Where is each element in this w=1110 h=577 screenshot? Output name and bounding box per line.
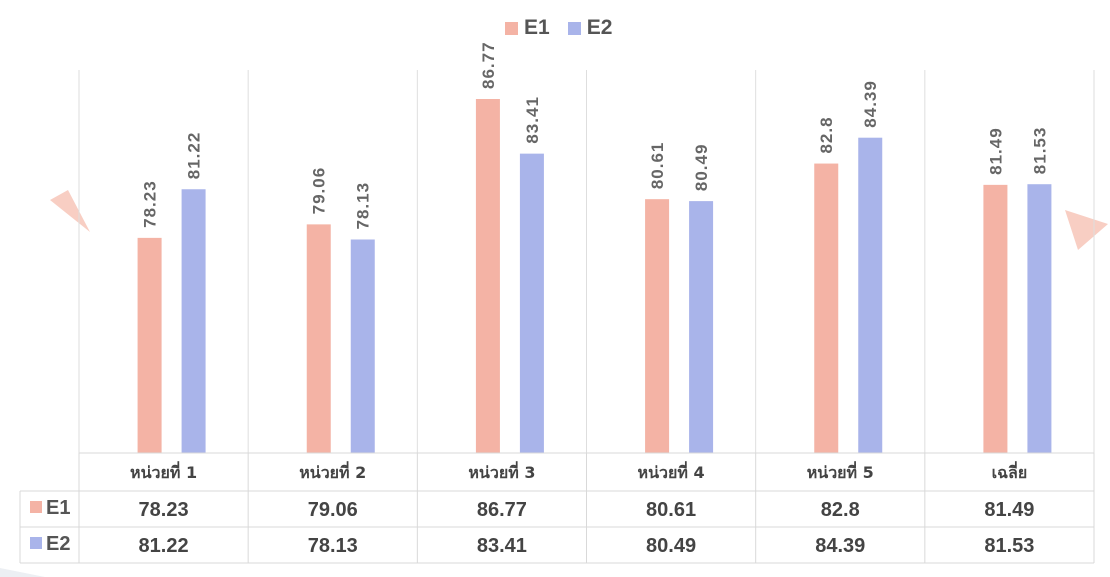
bar-e2 (858, 137, 883, 454)
bar-e1 (814, 163, 839, 453)
bar-e2 (689, 201, 714, 453)
bar-e1 (983, 184, 1008, 453)
data-label-e2: 84.39 (861, 80, 880, 128)
table-series-label-e2: E2 (46, 533, 70, 555)
data-label-e2: 80.49 (692, 144, 711, 192)
data-label-e2: 81.53 (1030, 127, 1049, 175)
data-label-e2: 83.41 (523, 96, 542, 144)
table-cell-e2: 81.53 (984, 535, 1034, 557)
bar-e2 (350, 239, 375, 453)
x-tick-label: เฉลี่ย (992, 461, 1028, 482)
table-cell-e2: 83.41 (477, 535, 527, 557)
legend-item-e2: E2 (567, 16, 613, 40)
bar-e1 (645, 199, 670, 453)
legend-label-e1: E1 (524, 16, 550, 39)
category-dividers (78, 70, 1095, 454)
data-label-e2: 81.22 (185, 132, 204, 180)
decor-triangle-bottom (0, 568, 45, 577)
x-tick-label: หน่วยที่ 1 (130, 461, 197, 482)
x-tick-label: หน่วยที่ 5 (807, 461, 874, 482)
bar-e2 (1027, 184, 1052, 453)
table-key-swatch-e2 (30, 537, 42, 549)
table-cell-e1: 78.23 (139, 499, 189, 521)
table-cell-e2: 84.39 (815, 535, 865, 557)
table-cell-e2: 78.13 (308, 535, 358, 557)
bar-e1 (475, 99, 500, 454)
data-table: หน่วยที่ 1 หน่วยที่ 2 หน่วยที่ 3 หน่วยที่ 4… (19, 452, 1095, 564)
table-series-label-e1: E1 (46, 497, 70, 519)
legend-swatch-e2 (567, 21, 581, 35)
x-tick-label: หน่วยที่ 3 (468, 461, 535, 482)
table-cell-e1: 79.06 (308, 499, 358, 521)
bars (137, 99, 1052, 454)
table-cell-e2: 80.49 (646, 535, 696, 557)
table-cell-e1: 86.77 (477, 499, 527, 521)
bar-e2 (519, 153, 544, 453)
legend-swatch-e1 (505, 21, 518, 35)
data-label-e1: 81.49 (986, 127, 1005, 175)
data-labels: 78.23 79.06 86.77 80.61 82.8 81.49 81.22 78.13 8… (141, 41, 1050, 229)
table-key-swatch-e1 (30, 501, 42, 513)
data-label-e1: 80.61 (648, 142, 667, 190)
x-tick-label: หน่วยที่ 2 (299, 461, 366, 482)
bar-e1 (137, 237, 162, 453)
legend-item-e1: E1 (505, 16, 550, 40)
decor-triangle-left (50, 190, 90, 232)
decor-triangle-right (1065, 210, 1108, 250)
data-label-e2: 78.13 (354, 182, 373, 230)
table-cell-e1: 81.49 (984, 499, 1034, 521)
table-cell-e1: 82.8 (821, 499, 860, 521)
bar-e2 (181, 189, 206, 453)
x-tick-label: หน่วยที่ 4 (638, 461, 705, 482)
data-label-e1: 79.06 (310, 167, 329, 215)
legend-label-e2: E2 (586, 16, 613, 39)
chart-legend: E1 E2 (505, 16, 612, 40)
table-cell-e1: 80.61 (646, 499, 696, 521)
table-cell-e2: 81.22 (139, 535, 189, 557)
bar-e1 (306, 224, 331, 453)
data-label-e1: 82.8 (817, 116, 836, 153)
data-label-e1: 78.23 (141, 180, 160, 228)
decorative-shapes (0, 190, 1108, 577)
data-label-e1: 86.77 (479, 41, 498, 89)
